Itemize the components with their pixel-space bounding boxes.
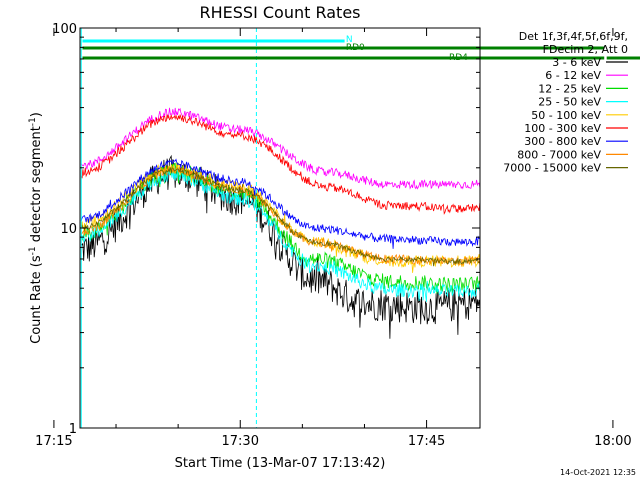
legend-entry-label: 800 - 7000 keV <box>517 148 601 161</box>
legend-header-line: FDecim 2, Att 0 <box>543 43 628 56</box>
legend: Det 1f,3f,4f,5f,6f,9f,FDecim 2, Att 03 -… <box>503 30 628 175</box>
flag-row-rd4: RD4 <box>82 53 640 63</box>
y-tick-label: 1 <box>69 422 77 437</box>
y-tick-labels: 1 10 100 <box>52 22 77 437</box>
legend-header-line: Det 1f,3f,4f,5f,6f,9f, <box>519 30 628 43</box>
axis-ticks <box>53 27 614 429</box>
series-25-50keV-kev-line <box>80 167 480 302</box>
series-800-7000keV-kev-line <box>80 166 480 267</box>
plot-area <box>80 28 480 428</box>
plot-frame <box>79 27 481 429</box>
series-3-6keV-kev-line <box>80 154 480 339</box>
legend-entry-label: 6 - 12 keV <box>545 69 601 82</box>
legend-entry-label: 50 - 100 keV <box>531 109 601 122</box>
y-tick-label: 100 <box>52 22 77 37</box>
series-7000-15000keV-kev-line <box>80 167 480 267</box>
legend-entry-label: 300 - 800 keV <box>524 135 601 148</box>
x-tick-label: 17:15 <box>35 434 72 449</box>
legend-entry-label: 7000 - 15000 keV <box>503 162 601 175</box>
legend-entry-label: 100 - 300 keV <box>524 122 601 135</box>
flag-label-rd0: RD0 <box>346 43 365 53</box>
flag-row-rd0: RD0 <box>82 43 605 53</box>
y-tick-label: 10 <box>60 222 77 237</box>
chart-title: RHESSI Count Rates <box>200 3 361 22</box>
flag-row-n: N <box>82 35 353 45</box>
series-6-12keV-kev-line <box>80 107 480 190</box>
series-50-100keV-kev-line <box>80 162 480 273</box>
y-axis-label: Count Rate (s-1 detector segment-1) <box>28 112 44 344</box>
x-tick-label: 17:45 <box>408 434 445 449</box>
series-300-800keV-kev-line <box>80 158 480 249</box>
timestamp: 14-Oct-2021 12:35 <box>560 468 636 477</box>
legend-entry-label: 25 - 50 keV <box>538 96 601 109</box>
series-12-25keV-kev-line <box>80 162 480 296</box>
x-tick-label: 17:30 <box>222 434 259 449</box>
series-100-300keV-kev-line <box>80 114 480 215</box>
flag-label-n: N <box>346 35 353 45</box>
flag-label-rd4: RD4 <box>449 53 468 63</box>
x-axis-label: Start Time (13-Mar-07 17:13:42) <box>175 456 386 471</box>
x-tick-label: 18:00 <box>594 434 631 449</box>
legend-entry-label: 3 - 6 keV <box>552 56 601 69</box>
legend-entry-label: 12 - 25 keV <box>538 82 601 95</box>
